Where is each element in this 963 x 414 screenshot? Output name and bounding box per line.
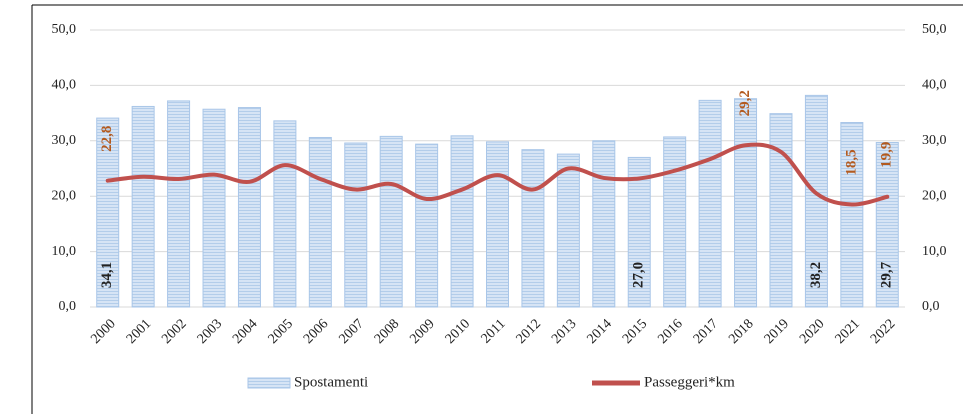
- x-tick-label: 2000: [88, 316, 118, 346]
- bar: [167, 100, 191, 308]
- x-tick-label: 2001: [124, 316, 154, 346]
- bar: [308, 136, 332, 308]
- x-tick-label: 2002: [159, 316, 189, 346]
- bar: [556, 153, 580, 308]
- bar: [592, 140, 616, 308]
- bar: [415, 143, 439, 308]
- x-tick-label: 2006: [301, 316, 331, 346]
- bar: [450, 135, 474, 308]
- bar: [486, 141, 509, 308]
- legend-swatch: [247, 377, 291, 389]
- bar: [698, 99, 722, 308]
- y2-tick-label: 30,0: [922, 133, 947, 148]
- bar: [875, 141, 899, 308]
- legend-label: Spostamenti: [294, 374, 368, 390]
- x-tick-label: 2020: [797, 316, 827, 346]
- bar: [131, 105, 155, 308]
- bar: [96, 117, 120, 308]
- bar: [663, 136, 687, 308]
- x-tick-label: 2015: [620, 316, 650, 346]
- legend-label: Passeggeri*km: [644, 374, 735, 390]
- x-tick-label: 2005: [266, 316, 296, 346]
- x-tick-label: 2003: [195, 316, 225, 346]
- bar-value-label: 29,7: [879, 261, 895, 288]
- bar: [521, 149, 545, 308]
- x-tick-label: 2010: [443, 316, 473, 346]
- x-tick-label: 2014: [585, 316, 615, 346]
- bar: [734, 98, 758, 308]
- bar: [237, 107, 261, 308]
- x-tick-label: 2004: [230, 316, 260, 346]
- bar-value-label: 38,2: [808, 262, 824, 288]
- x-tick-label: 2013: [549, 316, 579, 346]
- bar: [840, 122, 864, 308]
- y2-tick-label: 40,0: [922, 78, 947, 93]
- y2-tick-label: 20,0: [922, 188, 947, 203]
- x-tick-label: 2012: [514, 316, 544, 346]
- line-value-label: 19,9: [879, 142, 895, 168]
- line-value-label: 22,8: [99, 126, 115, 152]
- bar: [273, 120, 297, 308]
- x-tick-label: 2019: [762, 316, 792, 346]
- bar-value-label: 27,0: [631, 262, 647, 288]
- y-tick-label: 30,0: [52, 133, 77, 148]
- y2-tick-label: 10,0: [922, 244, 947, 259]
- y-tick-label: 50,0: [52, 22, 77, 37]
- y-tick-label: 20,0: [52, 188, 77, 203]
- x-tick-label: 2022: [868, 316, 898, 346]
- x-tick-label: 2016: [655, 316, 685, 346]
- bar: [202, 108, 226, 308]
- x-tick-label: 2008: [372, 316, 402, 346]
- bar: [344, 142, 368, 308]
- y-tick-label: 0,0: [59, 299, 77, 314]
- y-tick-label: 10,0: [52, 244, 77, 259]
- x-tick-label: 2018: [726, 316, 756, 346]
- y-tick-label: 40,0: [52, 78, 77, 93]
- bar: [769, 113, 793, 308]
- x-tick-label: 2017: [691, 316, 721, 346]
- bar-value-label: 34,1: [99, 262, 115, 288]
- x-tick-label: 2021: [833, 316, 863, 346]
- x-tick-label: 2007: [336, 316, 366, 346]
- bar: [627, 156, 651, 308]
- line-value-label: 18,5: [843, 149, 859, 175]
- x-tick-label: 2011: [479, 316, 509, 346]
- line-value-label: 29,2: [737, 90, 753, 116]
- y2-tick-label: 0,0: [922, 299, 940, 314]
- x-tick-label: 2009: [407, 316, 437, 346]
- line: [105, 142, 890, 207]
- bar: [379, 135, 403, 308]
- y2-tick-label: 50,0: [922, 22, 947, 37]
